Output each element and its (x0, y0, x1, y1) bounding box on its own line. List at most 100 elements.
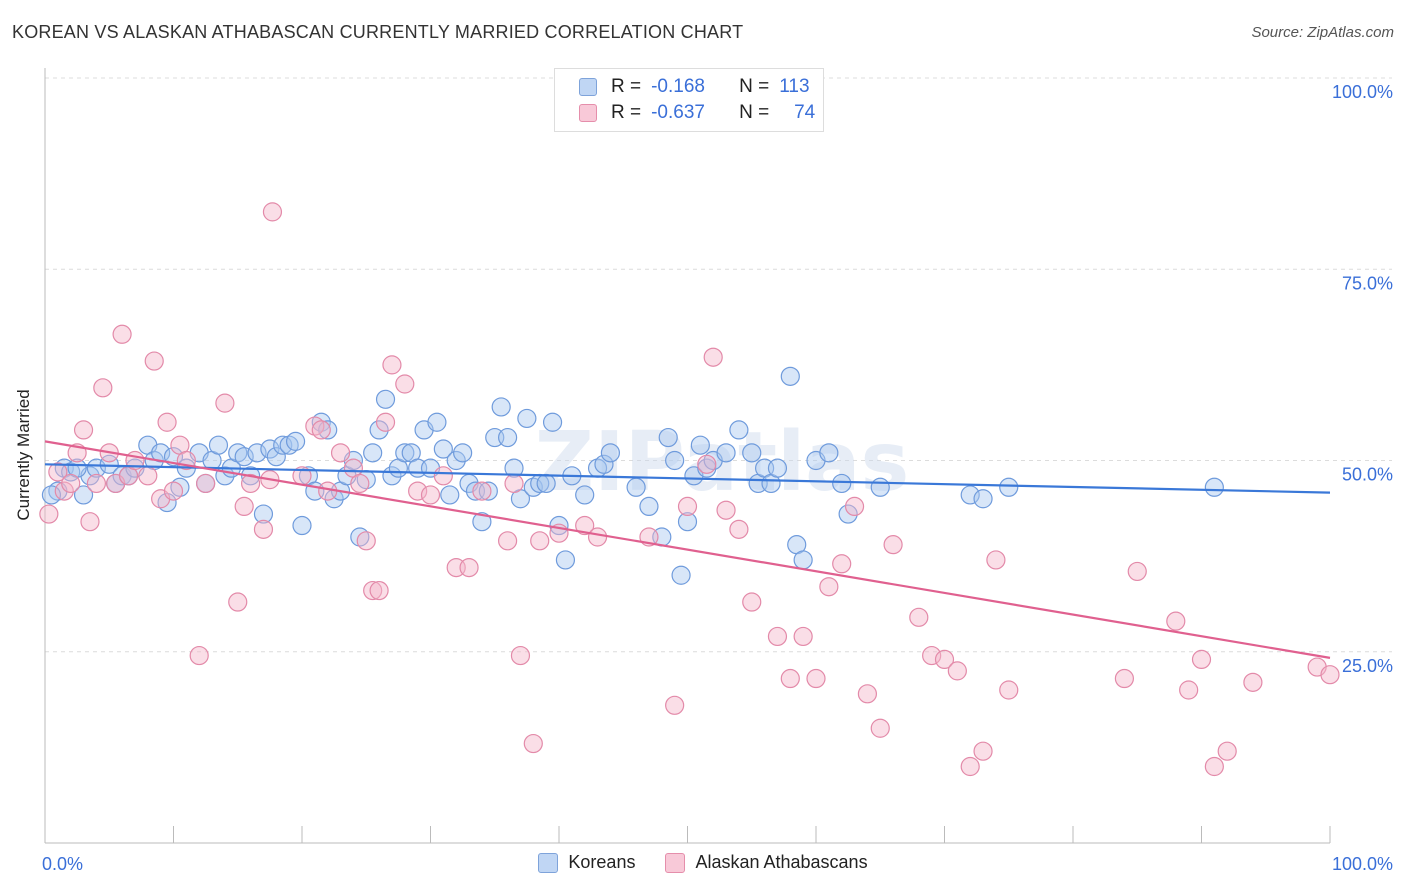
athabascan-point (163, 481, 184, 501)
korean-point (973, 489, 993, 509)
korean-point (427, 412, 447, 432)
legend-item-koreans: Koreans (538, 852, 635, 873)
r-label: R = (611, 102, 642, 123)
athabascan-point (729, 519, 749, 539)
athabascan-point (311, 420, 331, 440)
athabascan-point (433, 466, 453, 486)
athabascan-point (356, 531, 376, 551)
athabascan-point (375, 412, 396, 432)
athabascan-point (112, 324, 132, 344)
athabascan-point (80, 512, 100, 532)
korean-point (318, 420, 338, 440)
korean-point (819, 443, 839, 463)
athabascan-point (973, 741, 993, 761)
korean-point (369, 420, 389, 440)
athabascan-point (1114, 668, 1135, 689)
korean-point (292, 515, 312, 536)
athabascan-point (819, 577, 839, 597)
korean-point (375, 389, 396, 409)
athabascan-point (395, 374, 415, 394)
athabascan-point (665, 695, 685, 715)
athabascan-point (832, 554, 852, 574)
korean-point (363, 443, 383, 463)
athabascan-point (767, 626, 788, 647)
source-label: Source: ZipAtlas.com (1251, 24, 1394, 41)
athabascan-point (793, 626, 813, 647)
korean-point (793, 550, 813, 570)
chart-title: KOREAN VS ALASKAN ATHABASCAN CURRENTLY M… (12, 22, 744, 42)
athabascan-point (960, 756, 980, 777)
n-value: 113 (779, 76, 810, 97)
korean-point (446, 450, 466, 471)
stats-row-athabascans: R = -0.637 N = 74 (579, 100, 815, 126)
athabascan-point (575, 515, 595, 536)
korean-point (677, 512, 698, 532)
y-tick-label: 50.0% (1342, 465, 1393, 485)
athabascan-point (48, 462, 68, 482)
athabascan-point (382, 355, 402, 375)
athabascan-point (234, 496, 254, 516)
athabascan-point (1217, 741, 1237, 761)
athabascan-point (780, 668, 800, 689)
athabascan-point (408, 481, 428, 501)
athabascan-point (253, 519, 274, 539)
athabascan-point (697, 454, 717, 474)
athabascan-point (39, 504, 59, 524)
korean-point (285, 431, 306, 451)
athabascan-point (157, 412, 177, 432)
athabascan-point (703, 347, 723, 367)
korean-point (41, 485, 62, 505)
korean-point (453, 443, 473, 463)
athabascan-point (61, 473, 81, 494)
stats-row-koreans: R = -0.168 N = 113 (579, 74, 810, 100)
korean-point (780, 366, 800, 386)
korean-point (247, 443, 267, 463)
korean-point (999, 477, 1019, 497)
korean-point (542, 412, 563, 432)
athabascan-point (1320, 665, 1340, 685)
korean-point (594, 454, 614, 474)
athabascan-point (189, 645, 209, 666)
athabascan-point (883, 535, 903, 555)
athabascan-point (523, 733, 543, 754)
legend-label-koreans: Koreans (568, 852, 636, 872)
athabascan-point (1243, 672, 1263, 692)
korean-point (665, 450, 685, 471)
x-tick-label: 100.0% (1332, 854, 1393, 874)
korean-point (626, 477, 646, 497)
korean-point (99, 454, 119, 474)
korean-point (575, 485, 595, 505)
athabascan-point (138, 466, 158, 486)
athabascan-point (510, 645, 531, 666)
athabascan-point (54, 481, 74, 501)
athabascan-point (857, 684, 878, 704)
bottom-legend: Koreans Alaskan Athabascans (0, 852, 1406, 873)
koreans-legend-swatch (538, 852, 559, 873)
athabascan-point (73, 420, 94, 440)
y-tick-label: 100.0% (1332, 82, 1393, 102)
korean-point (517, 408, 537, 429)
athabascan-point (369, 580, 389, 601)
korean-point (729, 420, 749, 440)
athabascan-point (922, 645, 942, 666)
korean-point (504, 458, 524, 478)
legend-item-athabascans: Alaskan Athabascans (665, 852, 868, 873)
stats-legend: R = -0.168 N = 113 R = -0.637 N = 74 (554, 68, 824, 132)
y-tick-label: 75.0% (1342, 273, 1393, 293)
athabascan-point (844, 496, 865, 516)
korean-point (870, 477, 890, 497)
korean-point (690, 435, 710, 455)
athabascan-point (459, 557, 479, 578)
y-axis-label: Currently Married (14, 389, 33, 521)
athabascan-point (86, 473, 107, 494)
korean-point (253, 504, 274, 524)
athabascan-point (806, 668, 826, 689)
korean-point (832, 473, 852, 494)
korean-point (767, 458, 788, 478)
korean-point (742, 443, 762, 463)
athabascan-point (999, 680, 1019, 700)
korean-point (639, 496, 659, 516)
korean-point (395, 443, 415, 463)
athabascan-point (144, 351, 164, 371)
